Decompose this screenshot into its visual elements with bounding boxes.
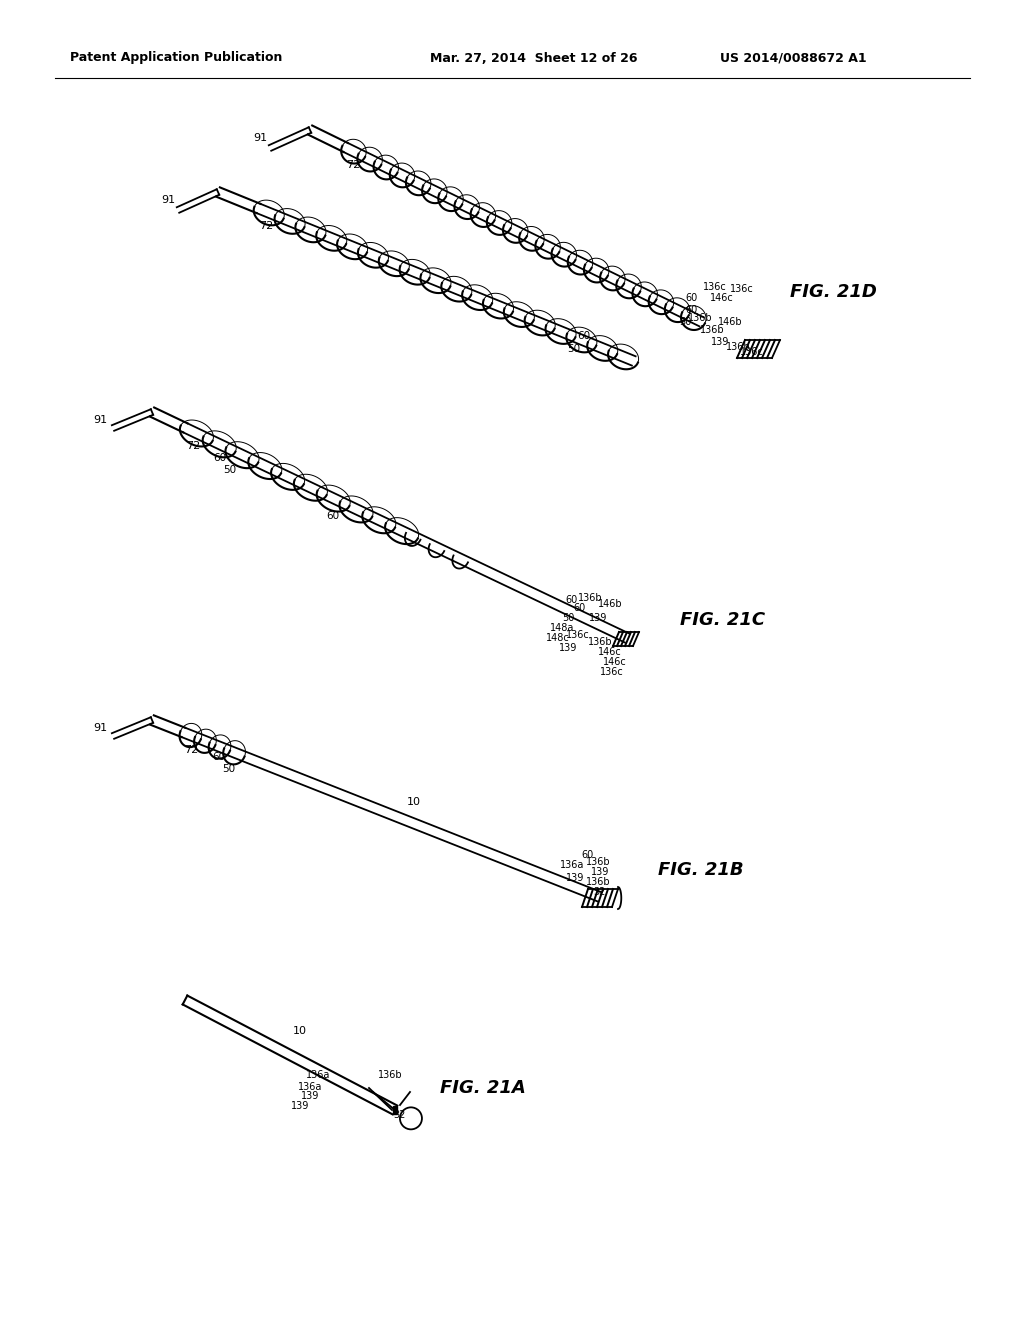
Text: Mar. 27, 2014  Sheet 12 of 26: Mar. 27, 2014 Sheet 12 of 26 bbox=[430, 51, 638, 65]
Text: 136b: 136b bbox=[578, 593, 602, 603]
Text: 146c: 146c bbox=[710, 293, 734, 304]
Text: 60: 60 bbox=[212, 752, 225, 763]
Text: FIG. 21B: FIG. 21B bbox=[658, 861, 743, 879]
Text: 139: 139 bbox=[291, 1101, 309, 1111]
Text: 60: 60 bbox=[214, 453, 226, 463]
Text: 72: 72 bbox=[346, 161, 360, 170]
Text: 60: 60 bbox=[582, 850, 594, 861]
Text: FIG. 21D: FIG. 21D bbox=[790, 282, 877, 301]
Polygon shape bbox=[392, 1106, 397, 1114]
Text: 146b: 146b bbox=[718, 317, 742, 327]
Text: 136b: 136b bbox=[688, 313, 713, 323]
Text: 139: 139 bbox=[301, 1092, 319, 1101]
Text: 139: 139 bbox=[566, 873, 584, 883]
Text: 91: 91 bbox=[253, 133, 267, 143]
Text: 136c: 136c bbox=[740, 347, 764, 356]
Text: 146b: 146b bbox=[598, 599, 623, 609]
Text: 50: 50 bbox=[562, 612, 574, 623]
Text: 60: 60 bbox=[578, 331, 590, 341]
Text: 50: 50 bbox=[567, 345, 581, 354]
Text: 136b: 136b bbox=[378, 1071, 402, 1080]
Text: 50: 50 bbox=[223, 465, 237, 475]
Text: 10: 10 bbox=[407, 797, 421, 808]
Text: 32: 32 bbox=[394, 1110, 407, 1119]
Text: 136b: 136b bbox=[586, 857, 610, 867]
Text: 91: 91 bbox=[93, 414, 108, 425]
Text: 10: 10 bbox=[293, 1027, 306, 1036]
Text: 139: 139 bbox=[711, 337, 729, 347]
Text: 60: 60 bbox=[566, 595, 579, 605]
Text: 146c: 146c bbox=[598, 647, 622, 657]
Text: 139: 139 bbox=[591, 867, 609, 876]
Text: FIG. 21A: FIG. 21A bbox=[440, 1078, 525, 1097]
Text: 136b: 136b bbox=[586, 876, 610, 887]
Text: 136a: 136a bbox=[560, 861, 584, 870]
Text: 139: 139 bbox=[589, 612, 607, 623]
Text: 136a: 136a bbox=[306, 1071, 330, 1080]
Text: Patent Application Publication: Patent Application Publication bbox=[70, 51, 283, 65]
Text: 136b: 136b bbox=[588, 638, 612, 647]
Text: 136c: 136c bbox=[730, 284, 754, 294]
Text: 91: 91 bbox=[161, 195, 175, 205]
Text: 50: 50 bbox=[222, 764, 234, 775]
Text: 146c: 146c bbox=[603, 657, 627, 667]
Text: 148a: 148a bbox=[550, 623, 574, 634]
Text: 136b: 136b bbox=[726, 342, 751, 352]
Text: FIG. 21C: FIG. 21C bbox=[680, 611, 765, 630]
Text: 60: 60 bbox=[686, 305, 698, 315]
Text: 136b: 136b bbox=[699, 325, 724, 335]
Text: 72: 72 bbox=[259, 222, 273, 231]
Text: 60: 60 bbox=[573, 603, 586, 612]
Text: 91: 91 bbox=[93, 723, 108, 733]
Text: 72: 72 bbox=[184, 746, 199, 755]
Text: 136c: 136c bbox=[703, 282, 727, 292]
Text: 32: 32 bbox=[594, 887, 606, 898]
Text: US 2014/0088672 A1: US 2014/0088672 A1 bbox=[720, 51, 866, 65]
Text: 72: 72 bbox=[186, 441, 201, 451]
Text: 60: 60 bbox=[326, 511, 339, 521]
Text: 136a: 136a bbox=[298, 1082, 323, 1092]
Text: 148c: 148c bbox=[546, 634, 570, 643]
Text: 136c: 136c bbox=[566, 630, 590, 640]
Text: 50: 50 bbox=[679, 317, 691, 327]
Text: 60: 60 bbox=[686, 293, 698, 304]
Text: 139: 139 bbox=[559, 643, 578, 653]
Text: 136c: 136c bbox=[600, 667, 624, 677]
